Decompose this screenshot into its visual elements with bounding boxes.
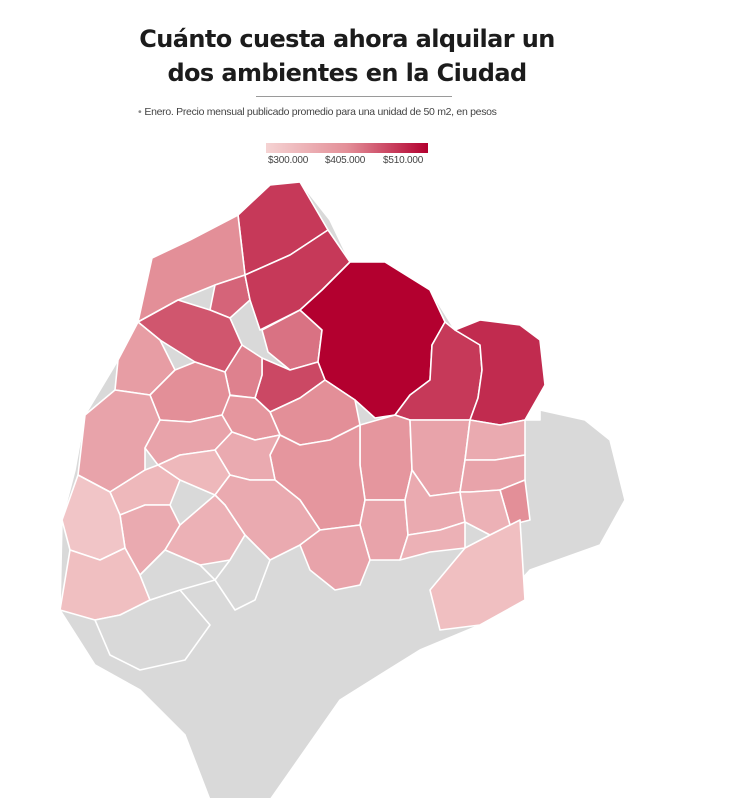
- region-almagro: [359, 414, 413, 501]
- page-title-line-1: Cuánto cuesta ahora alquilar un: [139, 25, 555, 53]
- region-parque-avellaneda: [94, 589, 211, 671]
- legend-max-label: $510.000: [383, 155, 424, 166]
- title-block: Cuánto cuesta ahora alquilar un dos ambi…: [0, 22, 694, 90]
- subtitle-bullet: •: [138, 106, 142, 118]
- page-title-line-2: dos ambientes en la Ciudad: [167, 59, 527, 87]
- region-parque-chacabuco: [299, 524, 371, 591]
- region-coghlan: [209, 274, 251, 319]
- region-barracas: [429, 519, 526, 631]
- legend-min-label: $300.000: [268, 155, 309, 166]
- subtitle: • Enero. Precio mensual publicado promedi…: [138, 106, 568, 118]
- region-villa-real: [214, 534, 271, 611]
- legend-labels: $300.000 $405.000 $510.000: [266, 153, 428, 167]
- title-divider: [256, 96, 452, 97]
- legend-mid-label: $405.000: [325, 155, 366, 166]
- legend-color-bar: [266, 143, 428, 153]
- subtitle-text: Enero. Precio mensual publicado promedio…: [144, 106, 497, 118]
- region-versalles: [139, 549, 216, 601]
- region-san-nicolas: [464, 419, 526, 461]
- color-legend: $300.000 $405.000 $510.000: [266, 143, 428, 167]
